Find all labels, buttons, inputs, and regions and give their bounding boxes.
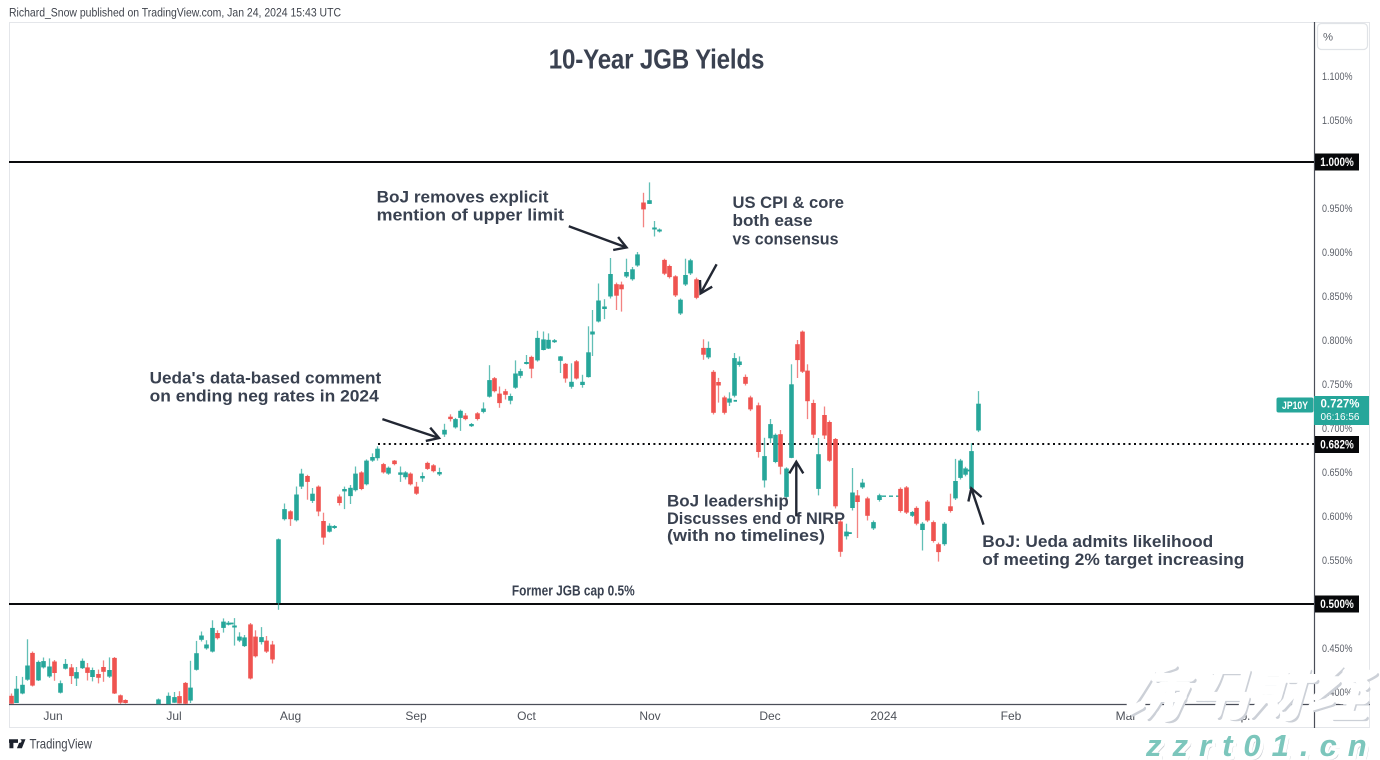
svg-text:Sep: Sep — [405, 709, 427, 723]
svg-text:Richard_Snow published on Trad: Richard_Snow published on TradingView.co… — [9, 6, 341, 20]
svg-text:0.900%: 0.900% — [1322, 247, 1353, 259]
svg-text:Oct: Oct — [517, 709, 536, 723]
svg-text:JP10Y: JP10Y — [1282, 400, 1309, 412]
svg-text:0.450%: 0.450% — [1322, 643, 1353, 655]
svg-text:BoJ removes explicit: BoJ removes explicit — [377, 189, 549, 207]
svg-text:1.050%: 1.050% — [1322, 115, 1353, 127]
svg-text:0.500%: 0.500% — [1320, 599, 1354, 611]
svg-text:0.550%: 0.550% — [1322, 555, 1353, 567]
svg-text:BoJ: Ueda admits likelihood: BoJ: Ueda admits likelihood — [982, 533, 1213, 551]
svg-text:0.950%: 0.950% — [1322, 203, 1353, 215]
svg-text:US CPI & core: US CPI & core — [733, 194, 845, 212]
svg-text:0.600%: 0.600% — [1322, 511, 1353, 523]
svg-text:Jun: Jun — [43, 709, 62, 723]
svg-text:0.850%: 0.850% — [1322, 291, 1353, 303]
svg-text:0.727%: 0.727% — [1320, 399, 1359, 411]
svg-text:on ending neg rates in 2024: on ending neg rates in 2024 — [150, 387, 380, 405]
svg-text:Ueda's data-based comment: Ueda's data-based comment — [150, 370, 382, 388]
svg-text:0.800%: 0.800% — [1322, 335, 1353, 347]
svg-text:Feb: Feb — [1001, 709, 1022, 723]
svg-text:BoJ leadership: BoJ leadership — [667, 493, 789, 511]
svg-text:Nov: Nov — [639, 709, 660, 723]
svg-text:1.100%: 1.100% — [1322, 71, 1353, 83]
svg-text:0.750%: 0.750% — [1322, 379, 1353, 391]
svg-text:0.682%: 0.682% — [1320, 440, 1354, 452]
svg-text:10-Year JGB Yields: 10-Year JGB Yields — [549, 44, 765, 75]
svg-text:Dec: Dec — [759, 709, 780, 723]
svg-text:0.650%: 0.650% — [1322, 467, 1353, 479]
svg-text:mention of upper limit: mention of upper limit — [377, 207, 565, 225]
svg-text:zzrt01.cn: zzrt01.cn — [1149, 732, 1380, 760]
svg-text:2024: 2024 — [870, 709, 897, 723]
svg-text:06:16:56: 06:16:56 — [1321, 412, 1360, 423]
svg-text:zzrt01.cn: zzrt01.cn — [1145, 728, 1378, 760]
svg-text:of meeting 2% target increasin: of meeting 2% target increasing — [982, 551, 1244, 569]
svg-text:both ease: both ease — [733, 212, 813, 230]
svg-text:Discusses end of NIRP: Discusses end of NIRP — [667, 510, 845, 528]
svg-text:Jul: Jul — [166, 709, 181, 723]
svg-text:TradingView: TradingView — [30, 737, 93, 752]
svg-text:Former JGB cap 0.5%: Former JGB cap 0.5% — [512, 583, 635, 599]
svg-text:1.000%: 1.000% — [1320, 157, 1354, 169]
svg-text:zzrt01.cn: zzrt01.cn — [1147, 730, 1380, 760]
svg-text:0.700%: 0.700% — [1322, 423, 1353, 435]
svg-text:Aug: Aug — [280, 709, 301, 723]
svg-text:%: % — [1323, 32, 1333, 44]
svg-text:(with no timelines): (with no timelines) — [667, 527, 825, 545]
svg-text:vs consensus: vs consensus — [733, 231, 839, 249]
